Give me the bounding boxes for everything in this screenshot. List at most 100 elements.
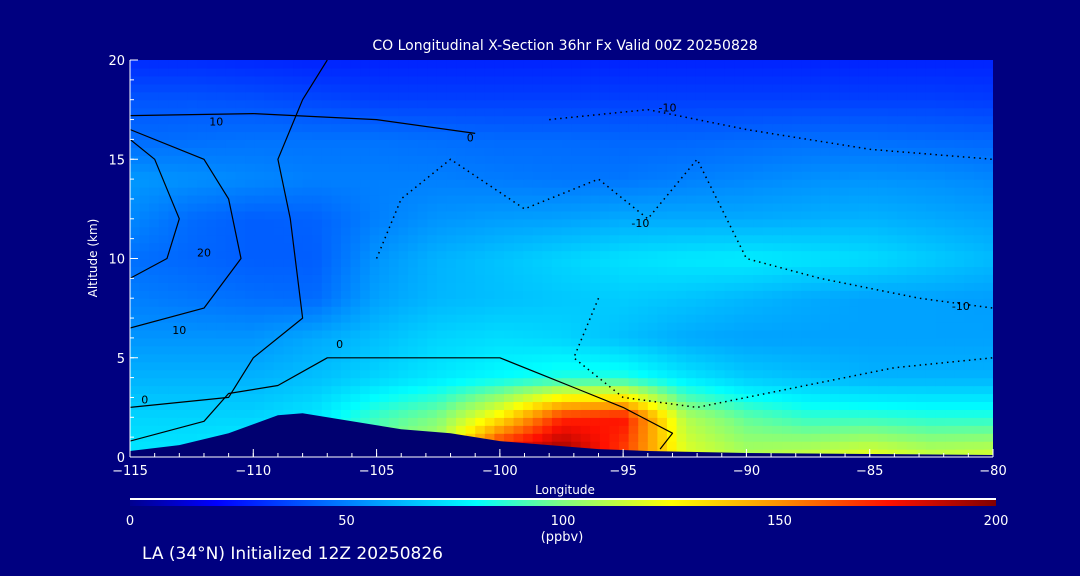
heatmap-cell [590, 250, 601, 260]
heatmap-cell [858, 171, 869, 180]
heatmap-cell [312, 266, 323, 275]
heatmap-cell [379, 147, 390, 156]
heatmap-cell [494, 282, 505, 291]
heatmap-cell [187, 234, 198, 244]
heatmap-cell [571, 298, 582, 307]
heatmap-cell [801, 337, 812, 347]
heatmap-cell [484, 322, 495, 331]
heatmap-cell [340, 91, 352, 101]
heatmap-cell [753, 107, 764, 117]
heatmap-cell [216, 226, 227, 236]
heatmap-cell [465, 393, 476, 403]
heatmap-cell [714, 345, 726, 355]
heatmap-cell [820, 329, 831, 339]
heatmap-cell [532, 67, 543, 77]
heatmap-cell [197, 361, 208, 371]
heatmap-cell [436, 226, 448, 236]
heatmap-cell [446, 75, 457, 85]
heatmap-cell [503, 83, 515, 93]
heatmap-cell [801, 393, 812, 403]
heatmap-cell [427, 242, 438, 252]
heatmap-cell [945, 171, 956, 180]
contour-line-solid [130, 60, 328, 408]
heatmap-cell [839, 218, 850, 228]
heatmap-cell [810, 202, 821, 212]
heatmap-cell [312, 258, 323, 268]
heatmap-cell [839, 163, 850, 172]
heatmap-cell [551, 417, 563, 426]
heatmap-cell [638, 147, 649, 156]
heatmap-cell [436, 385, 448, 395]
heatmap-cell [590, 441, 601, 450]
heatmap-cell [350, 234, 361, 244]
heatmap-cell [532, 115, 543, 125]
heatmap-cell [417, 107, 428, 117]
heatmap-cell [666, 369, 678, 379]
heatmap-cell [427, 314, 438, 323]
heatmap-cell [561, 131, 572, 140]
heatmap-cell [839, 250, 850, 260]
heatmap-cell [245, 393, 256, 403]
heatmap-cell [772, 210, 783, 220]
heatmap-cell [628, 393, 639, 403]
heatmap-cell [436, 329, 448, 339]
heatmap-cell [561, 60, 572, 69]
heatmap-cell [609, 322, 620, 331]
heatmap-cell [235, 163, 246, 172]
heatmap-cell [973, 353, 985, 363]
heatmap-cell [734, 337, 745, 347]
heatmap-cell [254, 266, 265, 275]
heatmap-cell [551, 242, 563, 252]
heatmap-cell [225, 99, 237, 109]
heatmap-cell [657, 218, 668, 228]
heatmap-cell [187, 147, 198, 156]
heatmap-cell [810, 377, 821, 387]
heatmap-cell [590, 147, 601, 156]
heatmap-cell [714, 179, 726, 188]
heatmap-cell [791, 298, 802, 307]
heatmap-cell [225, 298, 237, 307]
heatmap-cell [187, 194, 198, 204]
heatmap-cell [877, 194, 889, 204]
heatmap-cell [187, 107, 198, 117]
heatmap-cell [379, 131, 390, 140]
heatmap-cell [427, 210, 438, 220]
heatmap-cell [810, 179, 821, 188]
heatmap-cell [935, 155, 946, 164]
heatmap-cell [858, 210, 869, 220]
heatmap-cell [187, 393, 198, 403]
heatmap-cell [580, 298, 591, 307]
heatmap-cell [695, 187, 706, 196]
heatmap-cell [446, 393, 457, 403]
heatmap-cell [906, 250, 917, 260]
heatmap-cell [791, 449, 802, 457]
heatmap-cell [628, 377, 639, 387]
heatmap-cell [513, 131, 524, 140]
heatmap-cell [264, 369, 275, 379]
heatmap-cell [350, 393, 361, 403]
heatmap-cell [945, 91, 956, 101]
heatmap-cell [321, 250, 332, 260]
heatmap-cell [551, 194, 563, 204]
heatmap-cell [695, 322, 706, 331]
heatmap-cell [523, 171, 534, 180]
heatmap-cell [868, 345, 879, 355]
heatmap-cell [954, 67, 965, 77]
heatmap-cell [283, 401, 294, 410]
heatmap-cell [446, 314, 457, 323]
heatmap-cell [705, 337, 716, 347]
heatmap-cell [590, 433, 601, 442]
heatmap-cell [216, 218, 227, 228]
heatmap-cell [753, 234, 764, 244]
heatmap-cell [599, 202, 611, 212]
heatmap-cell [887, 226, 898, 236]
heatmap-cell [494, 322, 505, 331]
heatmap-cell [791, 361, 802, 371]
heatmap-cell [609, 306, 620, 315]
heatmap-cell [417, 425, 428, 434]
heatmap-cell [810, 401, 821, 410]
heatmap-cell [829, 345, 841, 355]
heatmap-cell [762, 83, 774, 93]
heatmap-cell [973, 409, 985, 418]
